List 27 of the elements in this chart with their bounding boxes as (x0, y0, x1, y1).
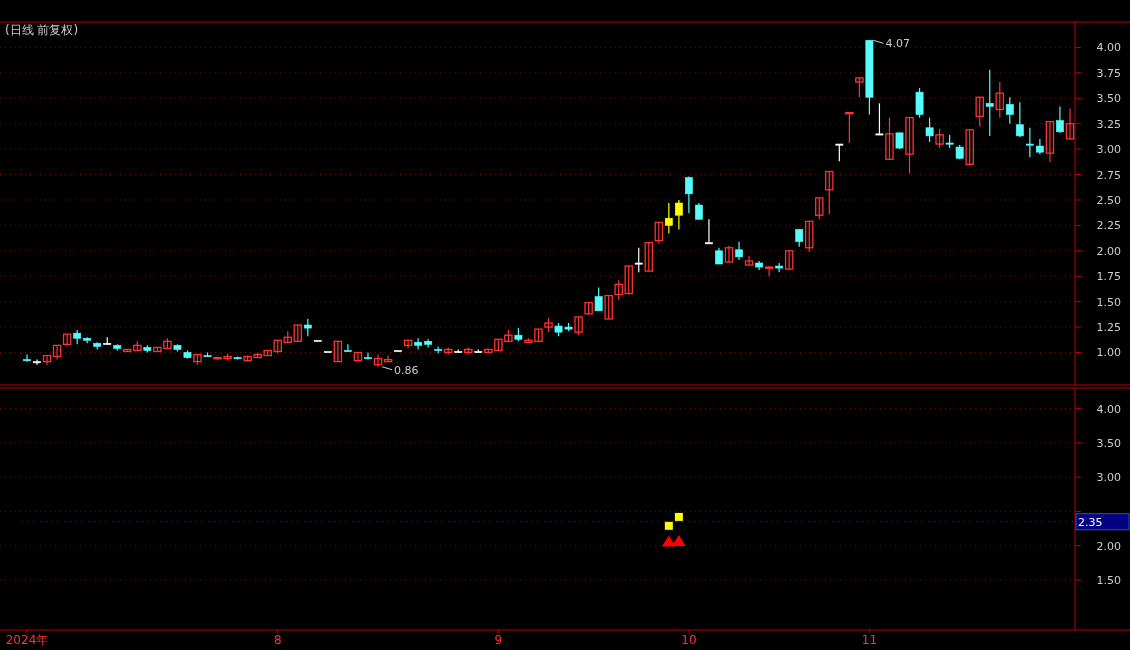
x-tick-label: 8 (273, 633, 282, 647)
y-tick-label: 1.00 (1096, 346, 1121, 360)
y-tick-label: 4.00 (1096, 402, 1121, 416)
chart-title: (日线 前复权) (5, 23, 79, 37)
y-tick-label: 2.50 (1096, 193, 1121, 207)
y-tick-label: 4.00 (1096, 41, 1121, 55)
y-tick-label: 3.00 (1096, 471, 1121, 485)
y-tick-label: 1.25 (1096, 321, 1121, 335)
y-tick-label: 1.50 (1096, 295, 1121, 309)
x-tick-label: 11 (861, 633, 878, 647)
annotation: 4.07 (885, 37, 910, 51)
y-tick-label: 1.75 (1096, 270, 1121, 284)
y-tick-label: 3.50 (1096, 92, 1121, 106)
y-tick-label: 1.50 (1096, 574, 1121, 587)
y-tick-label: 2.75 (1096, 168, 1121, 182)
y-tick-label: 2.00 (1096, 539, 1121, 553)
annotation: 0.86 (394, 363, 419, 377)
y-tick-label: 2.25 (1096, 219, 1121, 233)
x-tick-label: 9 (494, 633, 503, 647)
y-tick-label: 3.25 (1096, 117, 1121, 131)
x-tick-label: 10 (681, 633, 697, 647)
y-tick-label: 3.50 (1096, 436, 1121, 450)
y-tick-label: 2.00 (1096, 244, 1121, 258)
y-tick-label: 3.75 (1096, 66, 1121, 80)
x-tick-label: 2024年 (5, 633, 49, 647)
y-tick-label: 3.00 (1096, 143, 1121, 157)
ref-line-label: 2.35 (1078, 515, 1103, 529)
